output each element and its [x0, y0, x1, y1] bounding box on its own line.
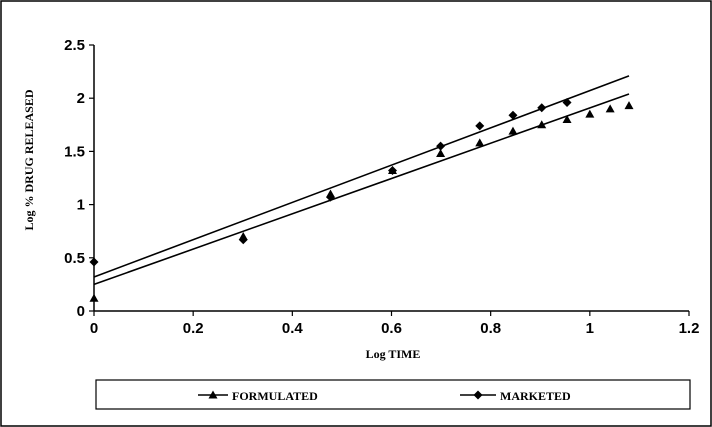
- point-formulated: [89, 293, 99, 302]
- x-tick-label: 1.2: [679, 320, 700, 337]
- y-tick-label: 2.5: [64, 37, 85, 54]
- y-tick-label: 1.5: [64, 143, 85, 160]
- chart-axes: 0 0.2 0.4 0.6 0.8 1 1.2 0 0.5 1 1.5 2 2.5: [64, 37, 699, 337]
- point-marketed: [387, 166, 397, 176]
- y-tick-label: 0.5: [64, 250, 85, 267]
- x-axis-label: Log TIME: [366, 347, 421, 361]
- data-points: [89, 97, 634, 302]
- legend: FORMULATED MARKETED: [95, 379, 691, 410]
- x-tick-label: 0.6: [381, 320, 402, 337]
- point-formulated: [585, 109, 595, 118]
- x-tick-label: 1: [586, 320, 594, 337]
- x-tick-label: 0.2: [183, 320, 204, 337]
- x-tick-label: 0: [90, 320, 98, 337]
- legend-marker-formulated: [208, 390, 218, 399]
- point-formulated: [475, 138, 485, 147]
- point-marketed: [89, 257, 99, 267]
- x-tick-label: 0.4: [282, 320, 304, 337]
- point-marketed: [326, 192, 336, 202]
- y-tick-label: 2: [77, 90, 85, 107]
- point-formulated: [537, 120, 547, 129]
- x-tick-label: 0.8: [480, 320, 501, 337]
- legend-label-formulated: FORMULATED: [232, 389, 318, 403]
- y-tick-label: 0: [77, 303, 85, 320]
- y-axis-label: Log % DRUG RELEASED: [22, 89, 36, 230]
- point-formulated: [562, 114, 572, 123]
- point-marketed: [436, 141, 446, 151]
- point-marketed: [508, 110, 518, 120]
- point-marketed: [562, 97, 572, 107]
- point-formulated: [436, 149, 446, 158]
- point-formulated: [508, 126, 518, 135]
- point-formulated: [624, 101, 634, 110]
- legend-label-marketed: MARKETED: [500, 389, 571, 403]
- point-marketed: [238, 235, 248, 245]
- point-marketed: [475, 121, 485, 131]
- y-tick-label: 1: [77, 197, 85, 214]
- point-marketed: [537, 103, 547, 113]
- legend-box: [95, 379, 691, 410]
- point-formulated: [605, 104, 615, 113]
- legend-marker-marketed: [473, 390, 483, 400]
